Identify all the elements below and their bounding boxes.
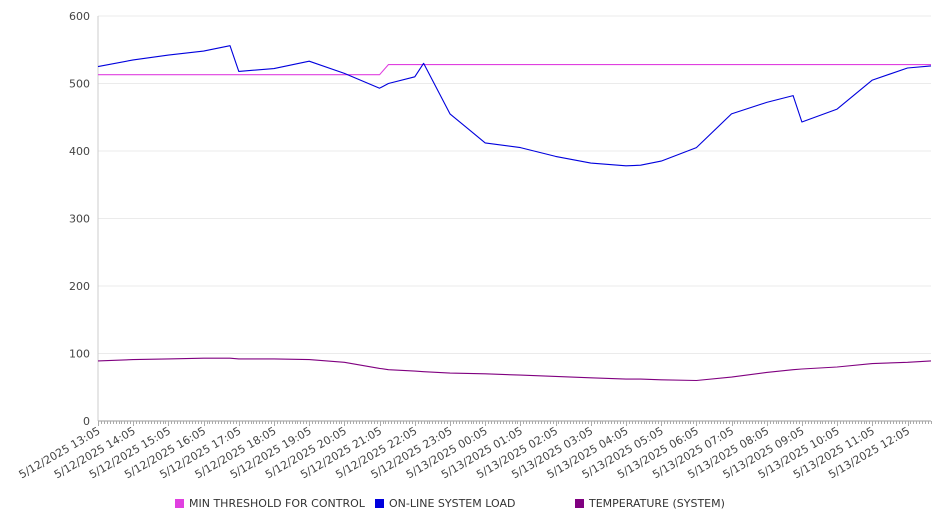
y-tick-label-600: 600 — [69, 10, 90, 23]
series-lines — [97, 45, 932, 382]
series-line-temperature-system — [97, 357, 932, 382]
y-tick-label-500: 500 — [69, 78, 90, 91]
x-axis-tick-labels: 5/12/2025 13:055/12/2025 14:055/12/2025 … — [17, 424, 912, 481]
y-tick-label-300: 300 — [69, 213, 90, 226]
legend-swatch-temperature — [575, 499, 584, 508]
legend-item-system-load[interactable]: ON-LINE SYSTEM LOAD — [375, 497, 515, 510]
legend-item-min-threshold[interactable]: MIN THRESHOLD FOR CONTROL — [175, 497, 365, 510]
legend-item-temperature[interactable]: TEMPERATURE (SYSTEM) — [575, 497, 725, 510]
x-axis-ticks — [98, 421, 932, 426]
y-tick-label-400: 400 — [69, 145, 90, 158]
legend-label-temperature: TEMPERATURE (SYSTEM) — [589, 497, 725, 510]
legend-label-system-load: ON-LINE SYSTEM LOAD — [389, 497, 516, 510]
legend: MIN THRESHOLD FOR CONTROL ON-LINE SYSTEM… — [0, 497, 946, 515]
y-tick-label-0: 0 — [83, 415, 90, 428]
grid-lines — [98, 15, 931, 354]
y-axis-tick-labels: 0 100 200 300 400 500 600 — [69, 10, 90, 428]
y-tick-label-200: 200 — [69, 280, 90, 293]
y-tick-label-100: 100 — [69, 348, 90, 361]
legend-label-min-threshold: MIN THRESHOLD FOR CONTROL — [189, 497, 365, 510]
legend-swatch-min-threshold — [175, 499, 184, 508]
series-line-on-line-system-load — [97, 45, 932, 167]
legend-swatch-system-load — [375, 499, 384, 508]
series-line-min-threshold-for-control — [98, 64, 931, 76]
